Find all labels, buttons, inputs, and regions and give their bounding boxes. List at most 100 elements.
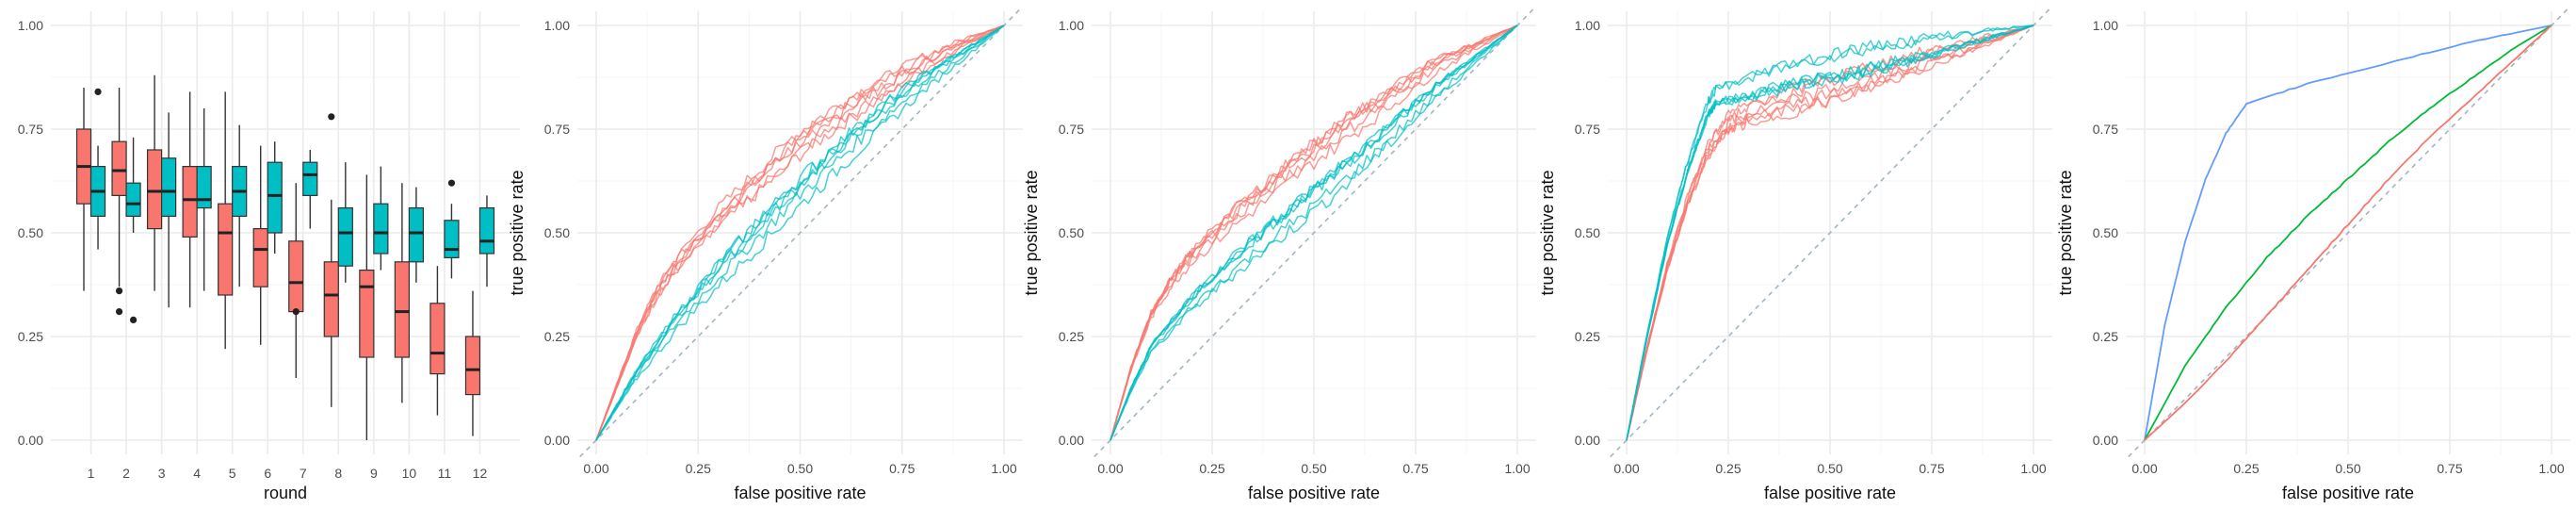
- roc-curve: [1110, 25, 1518, 441]
- outlier-point: [328, 113, 335, 121]
- x-tick-label: 1.00: [1504, 461, 1530, 476]
- y-tick-label: 1.00: [544, 18, 570, 33]
- x-tick-label: 1.00: [991, 461, 1016, 476]
- box: [302, 161, 318, 196]
- box-round-3: [161, 112, 177, 308]
- roc-series-1: [1110, 25, 1518, 441]
- box: [337, 207, 353, 267]
- roc-series-2: [2144, 25, 2552, 441]
- roc-curve: [1626, 25, 2034, 441]
- x-tick-label: 0.25: [1199, 461, 1224, 476]
- box-round-5: [218, 91, 234, 350]
- x-axis-title: round: [264, 484, 307, 502]
- box-round-4: [196, 108, 212, 291]
- x-tick-label: 0.00: [1097, 461, 1123, 476]
- x-tick-label: 0.25: [686, 461, 711, 476]
- x-tick-label: 1.00: [2020, 461, 2046, 476]
- x-tick-label: 0.00: [583, 461, 608, 476]
- x-tick-label: 0.25: [2233, 461, 2259, 476]
- y-axis-title: true positive rate: [1022, 170, 1041, 295]
- y-tick-label: 0.00: [18, 433, 43, 448]
- box-round-8: [337, 162, 353, 283]
- roc-series-1: [2144, 25, 2552, 441]
- box-round-8: [323, 113, 339, 407]
- x-tick-label: 0.25: [1715, 461, 1741, 476]
- x-tick-label: 11: [438, 466, 452, 481]
- box-round-11: [444, 179, 460, 279]
- outlier-point: [292, 308, 300, 316]
- panel-2: 0.00 0.25 0.50 0.75 1.00 0.00 0.25 0.50 0.75 1.00…: [508, 8, 1023, 502]
- outlier-point: [447, 179, 456, 187]
- outlier-point: [115, 287, 123, 295]
- box: [218, 203, 234, 296]
- x-tick-label: 0.75: [2437, 461, 2462, 476]
- box-round-1: [75, 88, 92, 291]
- roc-curve: [1626, 25, 2034, 441]
- x-tick-label: 9: [370, 466, 378, 481]
- roc-curve: [2144, 25, 2552, 441]
- box: [444, 220, 460, 259]
- box: [359, 270, 375, 358]
- panel-1: 0.000.250.500.751.001 2 3 4 5 6 7 8 9 10 11 12round…: [18, 11, 520, 502]
- box: [394, 261, 410, 358]
- x-axis-title: false positive rate: [1764, 484, 1896, 502]
- box-round-12: [464, 290, 481, 436]
- box-round-2: [125, 137, 141, 323]
- box-round-10: [394, 183, 410, 403]
- box: [267, 161, 283, 234]
- box-round-5: [232, 124, 248, 287]
- y-tick-label: 0.00: [2093, 433, 2118, 448]
- y-tick-label: 1.00: [18, 18, 43, 33]
- x-axis-title: false positive rate: [1248, 484, 1380, 502]
- outlier-point: [115, 308, 123, 316]
- box-round-4: [182, 91, 198, 308]
- box-series-1: [75, 74, 481, 440]
- x-tick-label: 0.50: [1817, 461, 1842, 476]
- outlier-point: [129, 316, 138, 323]
- outlier-point: [94, 88, 102, 95]
- roc-curve: [2144, 25, 2552, 441]
- roc-curve: [1110, 25, 1518, 441]
- x-tick-label: 0.75: [1402, 461, 1428, 476]
- y-tick-label: 0.25: [1059, 329, 1084, 344]
- box-round-12: [478, 195, 495, 287]
- x-tick-label: 8: [334, 466, 342, 481]
- y-tick-label: 0.75: [18, 122, 43, 137]
- x-tick-label: 0.50: [1301, 461, 1326, 476]
- x-tick-label: 0.50: [2335, 461, 2360, 476]
- box: [323, 261, 339, 337]
- roc-curve: [1110, 25, 1518, 441]
- roc-series-2: [595, 25, 1005, 441]
- box-round-11: [429, 266, 446, 416]
- panel-4: 0.00 0.25 0.50 0.75 1.00 0.00 0.25 0.50 0.75 1.00…: [1538, 8, 2052, 502]
- x-tick-label: 12: [473, 466, 488, 481]
- roc-curve: [595, 25, 1005, 441]
- x-tick-label: 2: [122, 466, 130, 481]
- y-tick-label: 0.25: [18, 329, 43, 344]
- x-tick-label: 3: [158, 466, 166, 481]
- x-axis-title: false positive rate: [734, 484, 866, 502]
- roc-curve: [595, 25, 1005, 441]
- y-tick-label: 0.00: [1575, 433, 1600, 448]
- roc-curve: [1110, 25, 1518, 441]
- y-tick-label: 0.75: [1059, 122, 1084, 137]
- diagonal-reference-line: [1094, 8, 1534, 458]
- x-tick-label: 0.75: [889, 461, 915, 476]
- panel-3: 0.00 0.25 0.50 0.75 1.00 0.00 0.25 0.50 0.75 1.00…: [1022, 8, 1536, 502]
- panel-5: 0.00 0.25 0.50 0.75 1.00 0.00 0.25 0.50 0.75 1.00…: [2056, 8, 2570, 502]
- box: [146, 149, 163, 230]
- y-tick-label: 0.25: [544, 329, 570, 344]
- roc-curve: [2144, 25, 2552, 441]
- box: [182, 166, 198, 238]
- box: [125, 182, 141, 217]
- x-axis-title: false positive rate: [2282, 484, 2414, 502]
- y-tick-label: 0.75: [2093, 122, 2118, 137]
- x-tick-label: 6: [264, 466, 271, 481]
- box-round-3: [146, 74, 163, 291]
- x-tick-label: 4: [193, 466, 201, 481]
- box: [464, 336, 481, 396]
- box-round-2: [111, 88, 127, 316]
- x-tick-label: 1: [88, 466, 95, 481]
- y-tick-label: 0.50: [18, 225, 43, 240]
